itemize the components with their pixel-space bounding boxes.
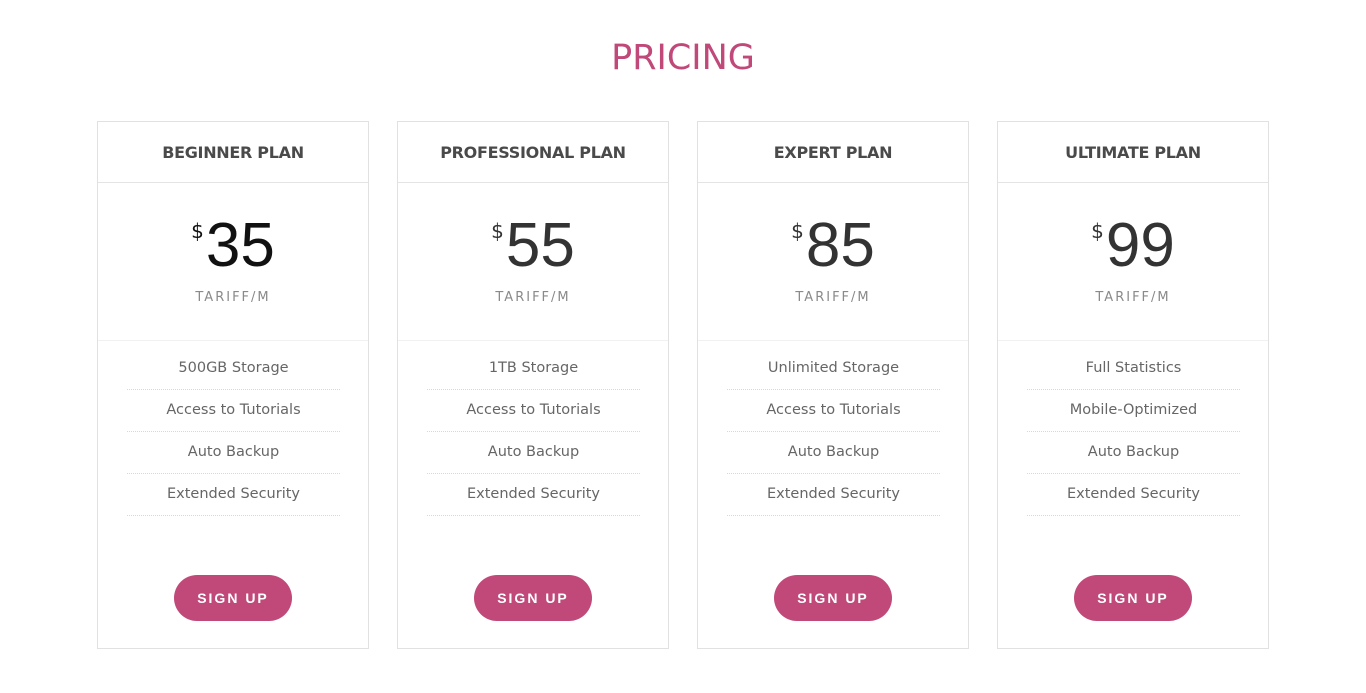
price-period: TARIFF/M	[195, 290, 271, 305]
feature-list: Full Statistics Mobile-Optimized Auto Back…	[1027, 348, 1240, 516]
price-amount: 35	[205, 211, 275, 280]
feature-item: Extended Security	[427, 474, 640, 516]
pricing-card: BEGINNER PLAN $35 TARIFF/M 500GB Storage…	[97, 121, 369, 649]
feature-item: Auto Backup	[1027, 432, 1240, 474]
pricing-card: PROFESSIONAL PLAN $55 TARIFF/M 1TB Stora…	[397, 121, 669, 649]
feature-item: Auto Backup	[727, 432, 940, 474]
pricing-card: EXPERT PLAN $85 TARIFF/M Unlimited Stora…	[697, 121, 969, 649]
feature-item: 500GB Storage	[127, 348, 340, 390]
feature-list: Unlimited Storage Access to Tutorials Auto…	[727, 348, 940, 516]
currency-symbol: $	[191, 219, 204, 243]
currency-symbol: $	[791, 219, 804, 243]
feature-item: Access to Tutorials	[127, 390, 340, 432]
feature-item: 1TB Storage	[427, 348, 640, 390]
price-section: $55 TARIFF/M	[398, 183, 668, 341]
sign-up-button[interactable]: SIGN UP	[474, 575, 592, 621]
plan-name: EXPERT PLAN	[698, 122, 968, 183]
feature-item: Auto Backup	[427, 432, 640, 474]
price-section: $85 TARIFF/M	[698, 183, 968, 341]
feature-item: Access to Tutorials	[427, 390, 640, 432]
feature-item: Extended Security	[727, 474, 940, 516]
feature-item: Extended Security	[127, 474, 340, 516]
sign-up-button[interactable]: SIGN UP	[174, 575, 292, 621]
feature-item: Auto Backup	[127, 432, 340, 474]
feature-item: Extended Security	[1027, 474, 1240, 516]
plan-name: ULTIMATE PLAN	[998, 122, 1268, 183]
feature-item: Unlimited Storage	[727, 348, 940, 390]
feature-list: 1TB Storage Access to Tutorials Auto Backu…	[427, 348, 640, 516]
pricing-card: ULTIMATE PLAN $99 TARIFF/M Full Statisti…	[997, 121, 1269, 649]
sign-up-button[interactable]: SIGN UP	[774, 575, 892, 621]
price-section: $35 TARIFF/M	[98, 183, 368, 341]
price-period: TARIFF/M	[495, 290, 571, 305]
price-period: TARIFF/M	[795, 290, 871, 305]
feature-item: Access to Tutorials	[727, 390, 940, 432]
plan-name: BEGINNER PLAN	[98, 122, 368, 183]
price-period: TARIFF/M	[1095, 290, 1171, 305]
currency-symbol: $	[491, 219, 504, 243]
feature-item: Full Statistics	[1027, 348, 1240, 390]
price-section: $99 TARIFF/M	[998, 183, 1268, 341]
plan-name: PROFESSIONAL PLAN	[398, 122, 668, 183]
feature-item: Mobile-Optimized	[1027, 390, 1240, 432]
price-amount: 55	[505, 211, 575, 280]
feature-list: 500GB Storage Access to Tutorials Auto Bac…	[127, 348, 340, 516]
currency-symbol: $	[1091, 219, 1104, 243]
price-amount: 85	[805, 211, 875, 280]
sign-up-button[interactable]: SIGN UP	[1074, 575, 1192, 621]
page-title: PRICING	[611, 38, 755, 78]
price-amount: 99	[1105, 211, 1175, 280]
